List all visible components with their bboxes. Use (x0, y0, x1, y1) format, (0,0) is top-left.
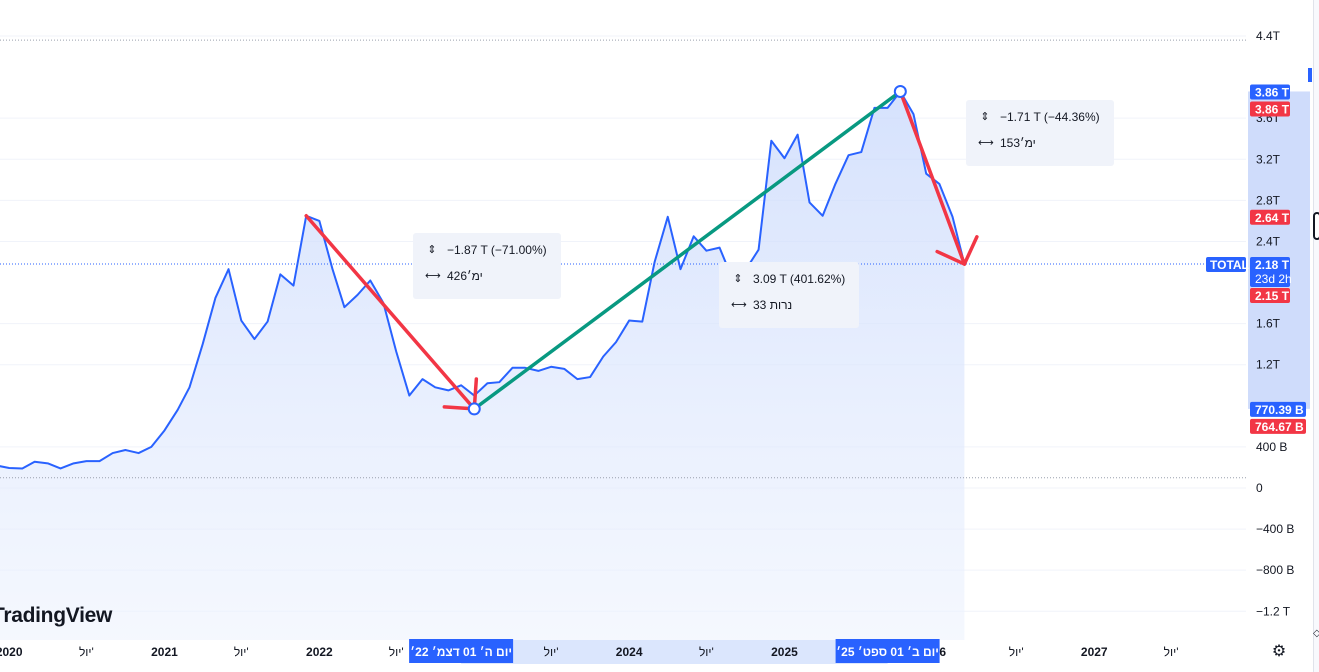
measure-price-change: 3.09 T (401.62%) (753, 272, 846, 286)
measure-duration: 426ימ׳ (447, 269, 483, 283)
series-tag (1206, 257, 1246, 273)
price-badge (1250, 418, 1306, 434)
y-tick-label: −800 B (1256, 563, 1294, 577)
time-axis-highlight (461, 640, 888, 664)
series-tag-label: TOTAL (1210, 258, 1249, 272)
y-tick-label: 3.2T (1256, 152, 1281, 166)
time-axis-date-badge (835, 639, 940, 663)
price-badge (1250, 288, 1290, 304)
time-axis-date-badge (409, 639, 514, 663)
x-tick-label: 2024 (616, 645, 643, 659)
time-axis-date-label: יום ה׳ 01 דצמ׳ 22׳ (410, 645, 512, 659)
price-axis-highlight (1248, 91, 1310, 409)
x-tick-label: יול' (544, 645, 559, 659)
time-axis-date-label: יום ב׳ 01 ספט׳ 25׳ (836, 645, 939, 659)
measure-anchor-point (893, 84, 907, 98)
y-tick-label: 1.2T (1256, 358, 1281, 372)
x-tick-label: יול' (1009, 645, 1024, 659)
date-range-icon: ⟷ (731, 299, 747, 311)
x-tick-label: 2020 (0, 645, 23, 659)
x-tick-label: 2027 (1081, 645, 1108, 659)
price-range-icon: ⇕ (980, 111, 990, 123)
price-marker-tab (1308, 68, 1312, 82)
measure-duration: 33 נרות (753, 298, 793, 312)
measure-price-change: −1.87 T (−71.00%) (447, 243, 547, 257)
price-badge (1250, 401, 1306, 417)
measure-arrowhead (935, 249, 967, 266)
x-tick-label: 2021 (151, 645, 178, 659)
x-tick-label: 2025 (771, 645, 798, 659)
price-range-icon: ⇕ (427, 244, 437, 256)
y-tick-label: 400 B (1256, 440, 1287, 454)
price-badge-label: 3.86 T (1255, 85, 1290, 99)
measure-label-rise-2023-2025: ⇕ 3.09 T (401.62%) ⟷ 33 נרות (719, 262, 859, 328)
price-range-icon: ⇕ (733, 273, 743, 285)
y-tick-label: 2.8T (1256, 193, 1281, 207)
price-badge-label: 764.67 B (1255, 420, 1304, 434)
measure-line-1 (472, 89, 903, 411)
side-panel-handle[interactable] (1313, 212, 1319, 240)
y-tick-label: 0 (1256, 481, 1263, 495)
price-badge (1250, 84, 1290, 100)
measure-duration: 153ימ׳ (1000, 136, 1036, 150)
price-badge-label: 3.86 T (1255, 102, 1290, 116)
measure-anchor-point (467, 402, 481, 416)
measure-line-0 (304, 214, 477, 411)
x-tick-label: יול' (79, 645, 94, 659)
gear-icon[interactable]: ⚙ (1271, 643, 1287, 660)
x-tick-label: 2022 (306, 645, 333, 659)
price-badge-label: 2.15 T (1255, 289, 1290, 303)
right-edge-panel (1313, 0, 1319, 672)
price-badge (1250, 101, 1290, 117)
chevron-icon[interactable]: ◇ (1313, 628, 1319, 639)
x-tick-label: יול' (389, 645, 404, 659)
price-badge-countdown: 23d 2h (1255, 272, 1292, 286)
price-badge (1250, 209, 1290, 225)
measure-label-drop-2025: ⇕ −1.71 T (−44.36%) ⟷ 153ימ׳ (966, 100, 1114, 166)
measure-label-drop-2022: ⇕ −1.87 T (−71.00%) ⟷ 426ימ׳ (413, 233, 561, 299)
x-tick-label: יול' (1164, 645, 1179, 659)
date-range-icon: ⟷ (425, 270, 441, 282)
date-range-icon: ⟷ (978, 137, 994, 149)
y-tick-label: 4.4T (1256, 29, 1281, 43)
measure-arrowhead (962, 235, 979, 266)
series-area-fill (0, 91, 965, 640)
measure-line-2 (898, 89, 967, 266)
series-line (0, 90, 966, 470)
y-tick-label: −400 B (1256, 522, 1294, 536)
price-badge-label: 770.39 B (1255, 403, 1304, 417)
y-tick-label: −1.2 T (1256, 604, 1291, 618)
x-tick-label: יול' (699, 645, 714, 659)
y-tick-label: 2.4T (1256, 234, 1281, 248)
measure-price-change: −1.71 T (−44.36%) (1000, 110, 1100, 124)
x-tick-label: יול' (234, 645, 249, 659)
price-badge-label: 2.18 T (1255, 258, 1290, 272)
price-badge (1250, 257, 1290, 288)
y-tick-label: 1.6T (1256, 317, 1281, 331)
price-badge-label: 2.64 T (1255, 211, 1290, 225)
tradingview-watermark: TradingView (0, 604, 113, 627)
